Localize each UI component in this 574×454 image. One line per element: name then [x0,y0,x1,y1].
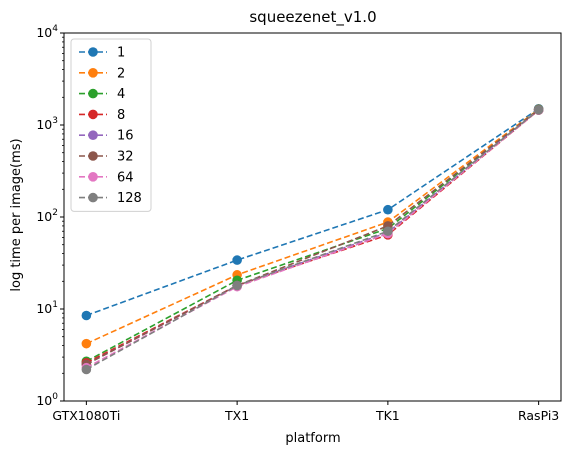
legend-label: 8 [117,108,125,123]
legend-label: 32 [117,150,134,165]
y-tick-label: 101 [36,300,58,316]
data-point [81,310,92,321]
data-point [232,255,242,265]
legend-label: 4 [117,87,125,102]
y-tick-label: 102 [36,208,58,224]
series-line [86,108,540,317]
x-tick-label: RasPi3 [518,408,559,423]
legend-marker [88,68,98,78]
legend-item-2: 2 [79,66,125,81]
legend-item-4: 4 [79,87,125,102]
data-point [81,338,92,349]
legend-item-8: 8 [79,108,125,123]
legend-marker [88,130,98,140]
chart-title: squeezenet_v1.0 [249,8,376,27]
legend-item-64: 64 [79,170,134,185]
legend-item-32: 32 [79,150,134,165]
data-point [533,105,544,115]
data-point [383,226,393,237]
data-point [232,280,242,291]
y-tick-base: 10 [36,301,52,316]
series-128 [81,105,544,375]
legend: 1 2 4 8 16 32 64 128 [70,38,152,212]
x-tick-label: TX1 [224,408,249,423]
series-line [85,108,540,363]
series-layer [81,103,544,375]
y-tick-base: 10 [36,209,52,224]
series-line [86,108,540,345]
y-tick-exponent: 1 [52,300,58,310]
x-axis: GTX1080Ti TX1 TK1 RasPi3 [52,401,559,423]
series-line [85,109,540,366]
y-tick-label: 103 [36,116,58,132]
y-tick-exponent: 2 [52,208,58,218]
plot-frame [63,32,562,402]
y-tick-base: 10 [36,117,52,132]
legend-label: 16 [117,129,134,144]
legend-item-128: 128 [79,191,142,206]
legend-marker [88,88,98,99]
y-tick-exponent: 0 [52,392,58,402]
legend-label: 2 [117,66,125,81]
legend-label: 1 [117,46,125,61]
y-tick-label: 100 [36,392,58,408]
legend-marker [88,47,98,57]
data-point [383,204,393,215]
legend-marker [88,192,98,203]
legend-label: 64 [117,170,134,185]
legend-marker [88,109,98,120]
data-point [81,364,92,375]
legend-box [70,38,152,212]
legend-label: 128 [117,191,142,206]
y-tick-base: 10 [36,393,52,408]
series-line [85,109,540,371]
x-axis-label: platform [285,431,340,446]
x-tick-label: TK1 [375,408,400,423]
y-tick-label: 104 [36,24,58,40]
y-tick-exponent: 4 [52,24,58,34]
series-line [85,109,540,366]
legend-item-1: 1 [79,46,125,61]
y-tick-base: 10 [36,25,52,40]
legend-marker [88,172,98,182]
y-axis-label: log time per image(ms) [9,138,24,291]
y-tick-exponent: 3 [52,116,58,126]
legend-marker [88,151,98,161]
legend-item-16: 16 [79,129,134,144]
x-tick-label: GTX1080Ti [52,408,120,423]
